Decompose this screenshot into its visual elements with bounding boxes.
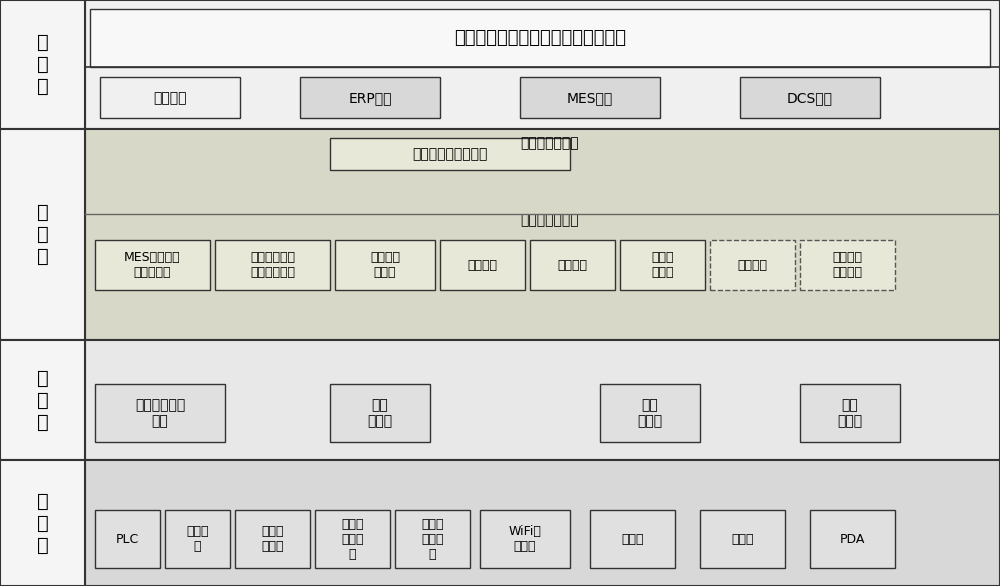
Text: 应用服务器集群: 应用服务器集群 [521, 213, 579, 227]
Text: 精炼
子系统: 精炼 子系统 [637, 398, 663, 428]
Text: DCS系统: DCS系统 [787, 91, 833, 105]
Text: 整体调度: 整体调度 [558, 258, 588, 272]
Text: 外部系统: 外部系统 [153, 91, 187, 105]
Text: 人员管理: 人员管理 [738, 258, 768, 272]
Text: 接
口
层: 接 口 层 [37, 33, 48, 96]
FancyBboxPatch shape [530, 240, 615, 290]
Text: 全局动
画显示: 全局动 画显示 [651, 251, 674, 279]
FancyBboxPatch shape [330, 384, 430, 442]
Text: 触摸屏: 触摸屏 [621, 533, 644, 546]
Text: 台车压
力传感
器: 台车压 力传感 器 [421, 517, 444, 561]
FancyBboxPatch shape [165, 510, 230, 568]
FancyBboxPatch shape [95, 510, 160, 568]
FancyBboxPatch shape [620, 240, 705, 290]
FancyBboxPatch shape [330, 138, 570, 170]
Bar [85, 129, 1000, 340]
FancyBboxPatch shape [300, 77, 440, 118]
Text: 管
理
层: 管 理 层 [37, 203, 48, 266]
FancyBboxPatch shape [710, 240, 795, 290]
Text: 数据挖掘: 数据挖掘 [468, 258, 498, 272]
FancyBboxPatch shape [590, 510, 675, 568]
Bar [0, 0, 85, 129]
Text: 炼钢智能生产调度管理系统解决方案: 炼钢智能生产调度管理系统解决方案 [454, 29, 626, 47]
Text: 激光定
位装置: 激光定 位装置 [261, 525, 284, 553]
Text: 天车称
重传感
器: 天车称 重传感 器 [341, 517, 364, 561]
Bar [0, 129, 85, 340]
Text: PLC: PLC [116, 533, 139, 546]
Text: MES生产计划
接收与下达: MES生产计划 接收与下达 [124, 251, 181, 279]
FancyBboxPatch shape [740, 77, 880, 118]
Text: MES系统: MES系统 [567, 91, 613, 105]
Text: PDA: PDA [840, 533, 865, 546]
Bar [85, 0, 1000, 129]
Bar [85, 340, 1000, 460]
Text: 控
制
层: 控 制 层 [37, 369, 48, 431]
Text: 数据集中存储与共享: 数据集中存储与共享 [412, 147, 488, 161]
Text: 扬声器: 扬声器 [731, 533, 754, 546]
FancyBboxPatch shape [235, 510, 310, 568]
FancyBboxPatch shape [315, 510, 390, 568]
FancyBboxPatch shape [90, 9, 990, 67]
FancyBboxPatch shape [100, 77, 240, 118]
FancyBboxPatch shape [335, 240, 435, 290]
Text: WiFi无
线模块: WiFi无 线模块 [509, 525, 541, 553]
FancyBboxPatch shape [480, 510, 570, 568]
FancyBboxPatch shape [810, 510, 895, 568]
FancyBboxPatch shape [95, 240, 210, 290]
Text: 编码电
缆: 编码电 缆 [186, 525, 209, 553]
FancyBboxPatch shape [440, 240, 525, 290]
FancyBboxPatch shape [95, 384, 225, 442]
FancyBboxPatch shape [700, 510, 785, 568]
Text: 设备生命
周期管理: 设备生命 周期管理 [832, 251, 862, 279]
Text: 转炉
子系统: 转炉 子系统 [367, 398, 393, 428]
Text: 铁水预处理子
系统: 铁水预处理子 系统 [135, 398, 185, 428]
FancyBboxPatch shape [600, 384, 700, 442]
FancyBboxPatch shape [800, 240, 895, 290]
Text: ERP系统: ERP系统 [348, 91, 392, 105]
FancyBboxPatch shape [215, 240, 330, 290]
FancyBboxPatch shape [800, 384, 900, 442]
Text: 数据查询
与打印: 数据查询 与打印 [370, 251, 400, 279]
Text: 生产实绩数据
的筛选与清洗: 生产实绩数据 的筛选与清洗 [250, 251, 295, 279]
FancyBboxPatch shape [395, 510, 470, 568]
Bar [85, 460, 1000, 586]
Text: 数据服务器集群: 数据服务器集群 [521, 137, 579, 151]
FancyBboxPatch shape [520, 77, 660, 118]
Bar [0, 340, 85, 460]
Text: 硬
件
层: 硬 件 层 [37, 492, 48, 554]
Bar [0, 460, 85, 586]
Text: 连铸
子系统: 连铸 子系统 [837, 398, 863, 428]
